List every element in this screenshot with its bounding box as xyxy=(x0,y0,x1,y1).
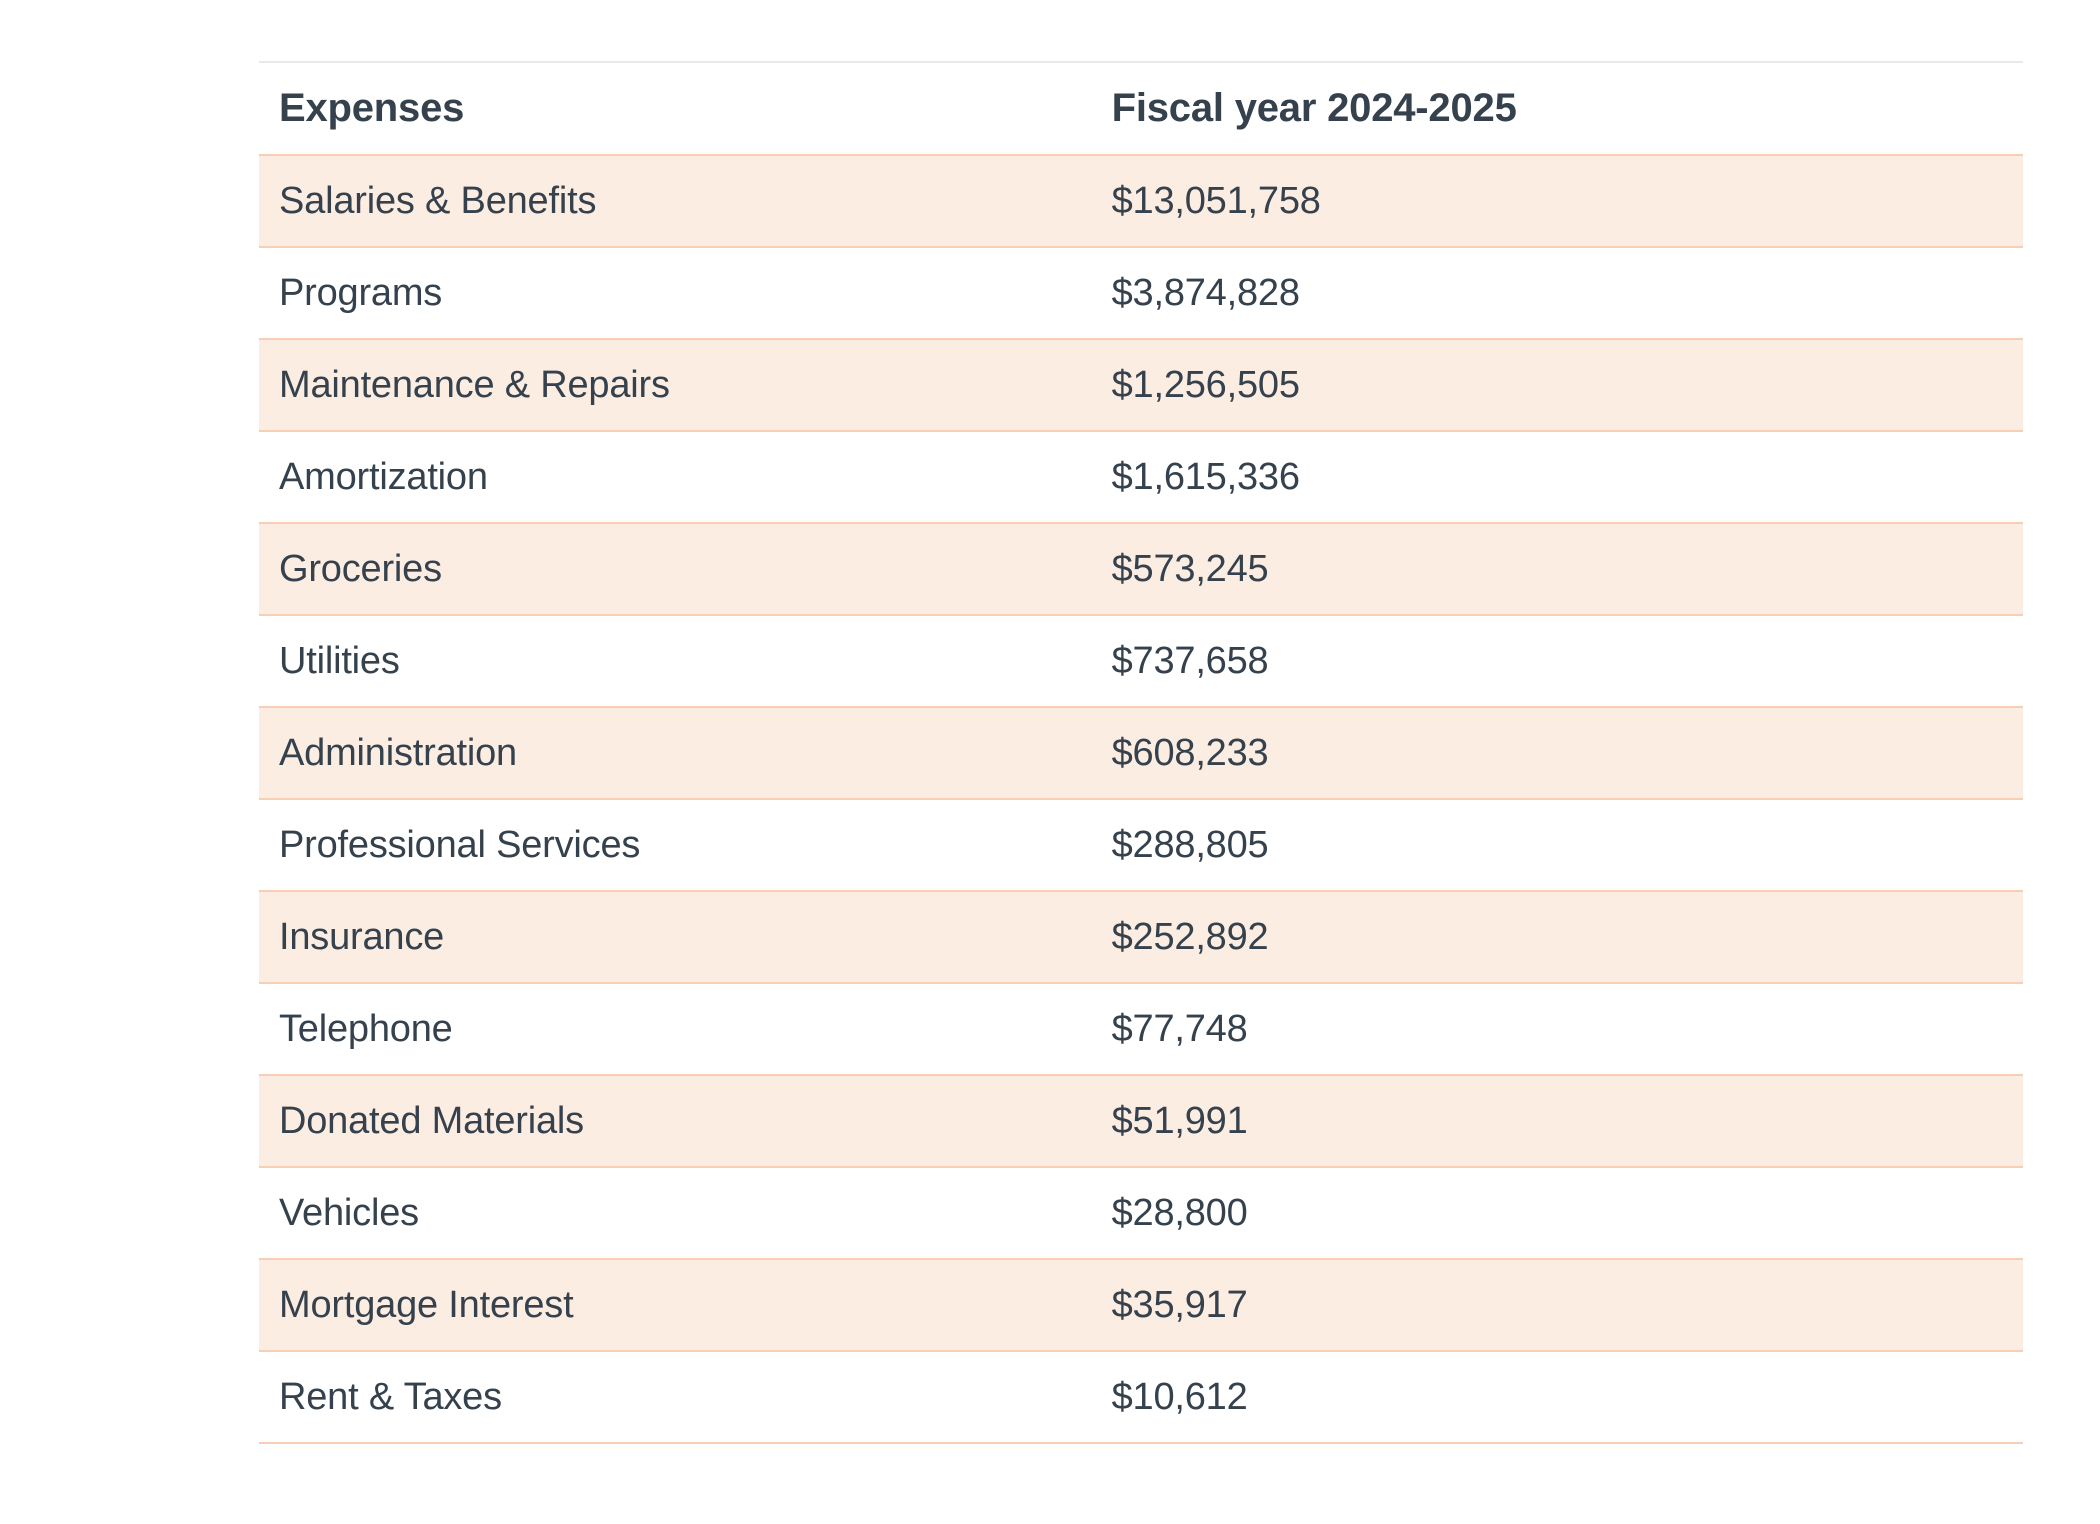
expense-category-cell: Donated Materials xyxy=(279,1099,584,1142)
expense-amount-cell: $35,917 xyxy=(1111,1283,1248,1326)
expense-amount-cell: $737,658 xyxy=(1111,639,1269,682)
table-row: Groceries $573,245 xyxy=(259,523,2023,615)
table-row: Maintenance & Repairs $1,256,505 xyxy=(259,339,2023,431)
expense-amount-cell: $573,245 xyxy=(1111,547,1269,590)
table-row: Vehicles $28,800 xyxy=(259,1167,2023,1259)
column-header-fiscal-year: Fiscal year 2024-2025 xyxy=(1111,86,1517,130)
table-row: Mortgage Interest $35,917 xyxy=(259,1259,2023,1351)
table-row: Programs $3,874,828 xyxy=(259,247,2023,339)
expense-category-cell: Utilities xyxy=(279,639,400,682)
table-row: Professional Services $288,805 xyxy=(259,799,2023,891)
expense-category-cell: Groceries xyxy=(279,547,442,590)
expense-amount-cell: $10,612 xyxy=(1111,1375,1248,1418)
expense-amount-cell: $252,892 xyxy=(1111,915,1269,958)
expense-amount-cell: $13,051,758 xyxy=(1111,179,1321,222)
expense-amount-cell: $608,233 xyxy=(1111,731,1269,774)
table-row: Salaries & Benefits $13,051,758 xyxy=(259,155,2023,247)
expense-category-cell: Amortization xyxy=(279,455,488,498)
expense-amount-cell: $288,805 xyxy=(1111,823,1269,866)
table-row: Donated Materials $51,991 xyxy=(259,1075,2023,1167)
table-row: Telephone $77,748 xyxy=(259,983,2023,1075)
expense-category-cell: Salaries & Benefits xyxy=(279,179,597,222)
expense-amount-cell: $77,748 xyxy=(1111,1007,1248,1050)
expense-category-cell: Administration xyxy=(279,731,517,774)
expense-category-cell: Maintenance & Repairs xyxy=(279,363,670,406)
expense-amount-cell: $3,874,828 xyxy=(1111,271,1300,314)
expense-amount-cell: $1,256,505 xyxy=(1111,363,1300,406)
expense-category-cell: Programs xyxy=(279,271,443,314)
table-row: Rent & Taxes $10,612 xyxy=(259,1351,2023,1443)
expense-category-cell: Telephone xyxy=(279,1007,453,1050)
table-row: Amortization $1,615,336 xyxy=(259,431,2023,523)
expenses-table: Expenses Fiscal year 2024-2025 Salaries … xyxy=(259,61,2023,1444)
expense-category-cell: Rent & Taxes xyxy=(279,1375,502,1418)
table-row: Utilities $737,658 xyxy=(259,615,2023,707)
table-header-row: Expenses Fiscal year 2024-2025 xyxy=(259,62,2023,155)
table-row: Administration $608,233 xyxy=(259,707,2023,799)
expense-category-cell: Mortgage Interest xyxy=(279,1283,574,1326)
table-row: Insurance $252,892 xyxy=(259,891,2023,983)
column-header-expenses: Expenses xyxy=(279,86,465,130)
expense-amount-cell: $1,615,336 xyxy=(1111,455,1300,498)
expense-amount-cell: $51,991 xyxy=(1111,1099,1248,1142)
expense-category-cell: Vehicles xyxy=(279,1191,419,1234)
expense-category-cell: Insurance xyxy=(279,915,445,958)
expense-amount-cell: $28,800 xyxy=(1111,1191,1248,1234)
expense-category-cell: Professional Services xyxy=(279,823,641,866)
